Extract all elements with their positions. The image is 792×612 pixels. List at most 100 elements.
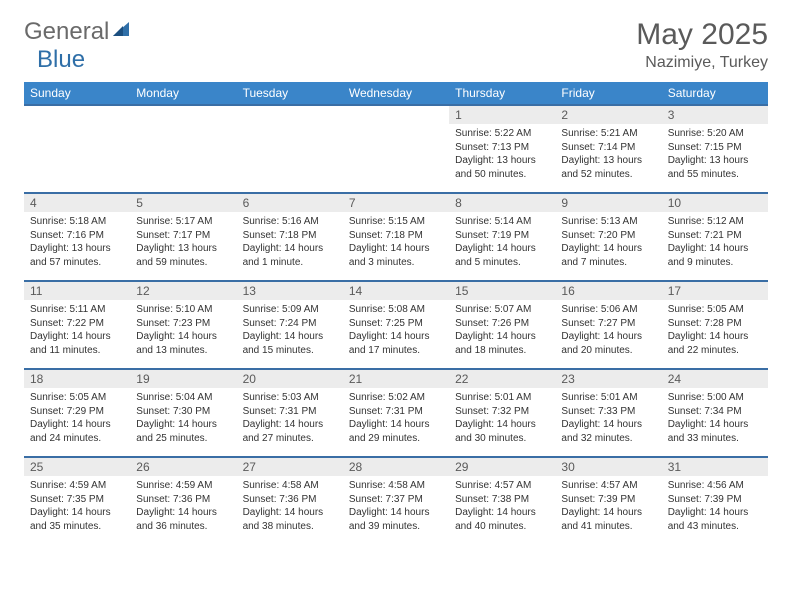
day-details: Sunrise: 5:10 AMSunset: 7:23 PMDaylight:… bbox=[130, 300, 236, 360]
day-details: Sunrise: 5:15 AMSunset: 7:18 PMDaylight:… bbox=[343, 212, 449, 272]
sunrise-text: Sunrise: 4:58 AM bbox=[243, 479, 337, 493]
sunset-text: Sunset: 7:26 PM bbox=[455, 317, 549, 331]
day-details: Sunrise: 4:59 AMSunset: 7:35 PMDaylight:… bbox=[24, 476, 130, 536]
daylight-text: Daylight: 14 hours and 22 minutes. bbox=[668, 330, 762, 357]
sunset-text: Sunset: 7:30 PM bbox=[136, 405, 230, 419]
day-details: Sunrise: 4:57 AMSunset: 7:39 PMDaylight:… bbox=[555, 476, 661, 536]
calendar-cell: 31Sunrise: 4:56 AMSunset: 7:39 PMDayligh… bbox=[662, 457, 768, 545]
day-details: Sunrise: 4:59 AMSunset: 7:36 PMDaylight:… bbox=[130, 476, 236, 536]
sunset-text: Sunset: 7:29 PM bbox=[30, 405, 124, 419]
sunset-text: Sunset: 7:20 PM bbox=[561, 229, 655, 243]
daylight-text: Daylight: 14 hours and 15 minutes. bbox=[243, 330, 337, 357]
sunset-text: Sunset: 7:36 PM bbox=[136, 493, 230, 507]
calendar-cell: 17Sunrise: 5:05 AMSunset: 7:28 PMDayligh… bbox=[662, 281, 768, 369]
daylight-text: Daylight: 14 hours and 29 minutes. bbox=[349, 418, 443, 445]
day-header: Thursday bbox=[449, 82, 555, 105]
calendar-cell: 1Sunrise: 5:22 AMSunset: 7:13 PMDaylight… bbox=[449, 105, 555, 193]
day-details: Sunrise: 5:05 AMSunset: 7:29 PMDaylight:… bbox=[24, 388, 130, 448]
sunset-text: Sunset: 7:16 PM bbox=[30, 229, 124, 243]
logo-sail-icon bbox=[111, 20, 133, 38]
day-details: Sunrise: 5:20 AMSunset: 7:15 PMDaylight:… bbox=[662, 124, 768, 184]
calendar-cell: 5Sunrise: 5:17 AMSunset: 7:17 PMDaylight… bbox=[130, 193, 236, 281]
day-number: 27 bbox=[237, 458, 343, 476]
daylight-text: Daylight: 14 hours and 25 minutes. bbox=[136, 418, 230, 445]
day-details: Sunrise: 5:03 AMSunset: 7:31 PMDaylight:… bbox=[237, 388, 343, 448]
day-details: Sunrise: 5:02 AMSunset: 7:31 PMDaylight:… bbox=[343, 388, 449, 448]
sunset-text: Sunset: 7:33 PM bbox=[561, 405, 655, 419]
sunset-text: Sunset: 7:18 PM bbox=[243, 229, 337, 243]
sunrise-text: Sunrise: 5:07 AM bbox=[455, 303, 549, 317]
calendar-cell: 14Sunrise: 5:08 AMSunset: 7:25 PMDayligh… bbox=[343, 281, 449, 369]
calendar-cell: 8Sunrise: 5:14 AMSunset: 7:19 PMDaylight… bbox=[449, 193, 555, 281]
day-number: 30 bbox=[555, 458, 661, 476]
day-number: 4 bbox=[24, 194, 130, 212]
calendar-week: 4Sunrise: 5:18 AMSunset: 7:16 PMDaylight… bbox=[24, 193, 768, 281]
calendar-week: 25Sunrise: 4:59 AMSunset: 7:35 PMDayligh… bbox=[24, 457, 768, 545]
calendar-cell: 12Sunrise: 5:10 AMSunset: 7:23 PMDayligh… bbox=[130, 281, 236, 369]
calendar-cell: 15Sunrise: 5:07 AMSunset: 7:26 PMDayligh… bbox=[449, 281, 555, 369]
day-details: Sunrise: 5:16 AMSunset: 7:18 PMDaylight:… bbox=[237, 212, 343, 272]
calendar-cell: 4Sunrise: 5:18 AMSunset: 7:16 PMDaylight… bbox=[24, 193, 130, 281]
day-details: Sunrise: 4:58 AMSunset: 7:36 PMDaylight:… bbox=[237, 476, 343, 536]
sunset-text: Sunset: 7:13 PM bbox=[455, 141, 549, 155]
calendar-week: 11Sunrise: 5:11 AMSunset: 7:22 PMDayligh… bbox=[24, 281, 768, 369]
day-details: Sunrise: 4:58 AMSunset: 7:37 PMDaylight:… bbox=[343, 476, 449, 536]
calendar-cell: 13Sunrise: 5:09 AMSunset: 7:24 PMDayligh… bbox=[237, 281, 343, 369]
day-number: 17 bbox=[662, 282, 768, 300]
calendar-cell bbox=[24, 105, 130, 193]
daylight-text: Daylight: 14 hours and 38 minutes. bbox=[243, 506, 337, 533]
sunrise-text: Sunrise: 5:00 AM bbox=[668, 391, 762, 405]
day-details: Sunrise: 5:18 AMSunset: 7:16 PMDaylight:… bbox=[24, 212, 130, 272]
sunrise-text: Sunrise: 5:05 AM bbox=[30, 391, 124, 405]
daylight-text: Daylight: 14 hours and 11 minutes. bbox=[30, 330, 124, 357]
daylight-text: Daylight: 14 hours and 32 minutes. bbox=[561, 418, 655, 445]
day-number: 11 bbox=[24, 282, 130, 300]
day-number: 26 bbox=[130, 458, 236, 476]
sunrise-text: Sunrise: 5:12 AM bbox=[668, 215, 762, 229]
sunset-text: Sunset: 7:37 PM bbox=[349, 493, 443, 507]
day-header: Monday bbox=[130, 82, 236, 105]
sunrise-text: Sunrise: 5:01 AM bbox=[561, 391, 655, 405]
sunset-text: Sunset: 7:15 PM bbox=[668, 141, 762, 155]
sunset-text: Sunset: 7:34 PM bbox=[668, 405, 762, 419]
calendar-cell: 25Sunrise: 4:59 AMSunset: 7:35 PMDayligh… bbox=[24, 457, 130, 545]
day-number: 23 bbox=[555, 370, 661, 388]
sunrise-text: Sunrise: 5:03 AM bbox=[243, 391, 337, 405]
daylight-text: Daylight: 14 hours and 20 minutes. bbox=[561, 330, 655, 357]
daylight-text: Daylight: 14 hours and 7 minutes. bbox=[561, 242, 655, 269]
day-details: Sunrise: 5:00 AMSunset: 7:34 PMDaylight:… bbox=[662, 388, 768, 448]
sunrise-text: Sunrise: 4:57 AM bbox=[561, 479, 655, 493]
day-details: Sunrise: 5:21 AMSunset: 7:14 PMDaylight:… bbox=[555, 124, 661, 184]
title-block: May 2025 Nazimiye, Turkey bbox=[636, 18, 768, 72]
day-number: 12 bbox=[130, 282, 236, 300]
logo: General bbox=[24, 18, 133, 46]
day-number: 21 bbox=[343, 370, 449, 388]
calendar-cell: 3Sunrise: 5:20 AMSunset: 7:15 PMDaylight… bbox=[662, 105, 768, 193]
calendar-cell: 7Sunrise: 5:15 AMSunset: 7:18 PMDaylight… bbox=[343, 193, 449, 281]
calendar-cell bbox=[130, 105, 236, 193]
day-number: 16 bbox=[555, 282, 661, 300]
calendar-table: Sunday Monday Tuesday Wednesday Thursday… bbox=[24, 82, 768, 545]
day-header-row: Sunday Monday Tuesday Wednesday Thursday… bbox=[24, 82, 768, 105]
daylight-text: Daylight: 14 hours and 18 minutes. bbox=[455, 330, 549, 357]
day-details: Sunrise: 5:06 AMSunset: 7:27 PMDaylight:… bbox=[555, 300, 661, 360]
calendar-page: General May 2025 Nazimiye, Turkey Blue S… bbox=[0, 0, 792, 563]
day-header: Friday bbox=[555, 82, 661, 105]
day-number: 14 bbox=[343, 282, 449, 300]
sunrise-text: Sunrise: 4:59 AM bbox=[30, 479, 124, 493]
calendar-week: 18Sunrise: 5:05 AMSunset: 7:29 PMDayligh… bbox=[24, 369, 768, 457]
day-details: Sunrise: 5:07 AMSunset: 7:26 PMDaylight:… bbox=[449, 300, 555, 360]
sunrise-text: Sunrise: 5:09 AM bbox=[243, 303, 337, 317]
daylight-text: Daylight: 13 hours and 59 minutes. bbox=[136, 242, 230, 269]
daylight-text: Daylight: 14 hours and 41 minutes. bbox=[561, 506, 655, 533]
calendar-body: 1Sunrise: 5:22 AMSunset: 7:13 PMDaylight… bbox=[24, 105, 768, 545]
day-number: 20 bbox=[237, 370, 343, 388]
calendar-week: 1Sunrise: 5:22 AMSunset: 7:13 PMDaylight… bbox=[24, 105, 768, 193]
daylight-text: Daylight: 13 hours and 50 minutes. bbox=[455, 154, 549, 181]
header: General May 2025 Nazimiye, Turkey bbox=[24, 18, 768, 72]
sunset-text: Sunset: 7:31 PM bbox=[349, 405, 443, 419]
day-number: 7 bbox=[343, 194, 449, 212]
calendar-cell: 10Sunrise: 5:12 AMSunset: 7:21 PMDayligh… bbox=[662, 193, 768, 281]
sunrise-text: Sunrise: 4:56 AM bbox=[668, 479, 762, 493]
sunrise-text: Sunrise: 4:57 AM bbox=[455, 479, 549, 493]
